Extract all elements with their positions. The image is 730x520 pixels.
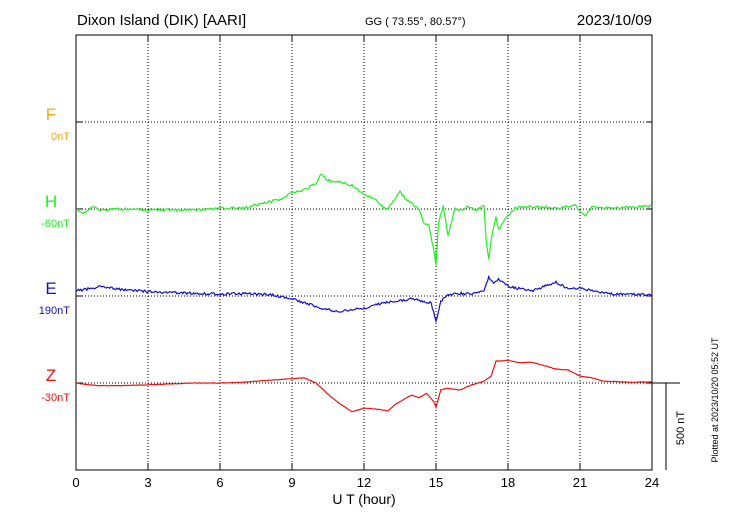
date-label: 2023/10/09 [577,12,652,29]
station-title: Dixon Island (DIK) [AARI] [77,12,246,29]
x-axis: 0 3 6 9 12 15 18 21 24 [72,35,659,490]
x-axis-label: U T (hour) [332,491,395,507]
x-tick-label-15: 15 [429,475,443,490]
series-name-h: H [45,192,57,211]
series-lines [75,173,653,413]
x-tick-label-9: 9 [288,475,295,490]
baselines [76,121,652,384]
series-baseline-e: 190nT [39,305,70,317]
series-line-e [75,274,653,324]
series-name-f: F [46,105,56,124]
series-line-z [75,359,653,413]
coordinates-label: GG ( 73.55°, 80.57°) [365,16,466,28]
scale-bar: 500 nT [652,382,687,470]
x-tick-label-18: 18 [501,475,515,490]
series-baseline-h: -60nT [41,218,70,230]
series-baseline-z: -30nT [41,392,70,404]
series-baseline-f: 0nT [51,131,70,143]
series-labels: F 0nT H -60nT E 190nT Z -30nT [39,105,70,404]
x-tick-label-0: 0 [72,475,79,490]
x-tick-label-6: 6 [216,475,223,490]
plotted-timestamp: Plotted at 2023/10/20 05:52 UT [710,337,720,463]
series-name-z: Z [46,366,56,385]
x-tick-label-24: 24 [645,475,659,490]
scale-bar-label: 500 nT [675,411,687,446]
series-line-h [75,173,653,266]
series-name-e: E [45,279,56,298]
x-tick-label-3: 3 [144,475,151,490]
x-tick-label-21: 21 [573,475,587,490]
grid-lines [147,35,581,470]
x-tick-label-12: 12 [357,475,371,490]
